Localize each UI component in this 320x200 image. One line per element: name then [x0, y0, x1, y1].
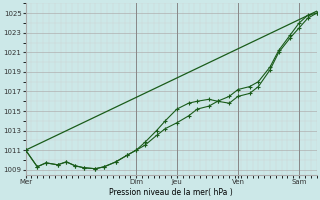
X-axis label: Pression niveau de la mer( hPa ): Pression niveau de la mer( hPa ): [109, 188, 233, 197]
